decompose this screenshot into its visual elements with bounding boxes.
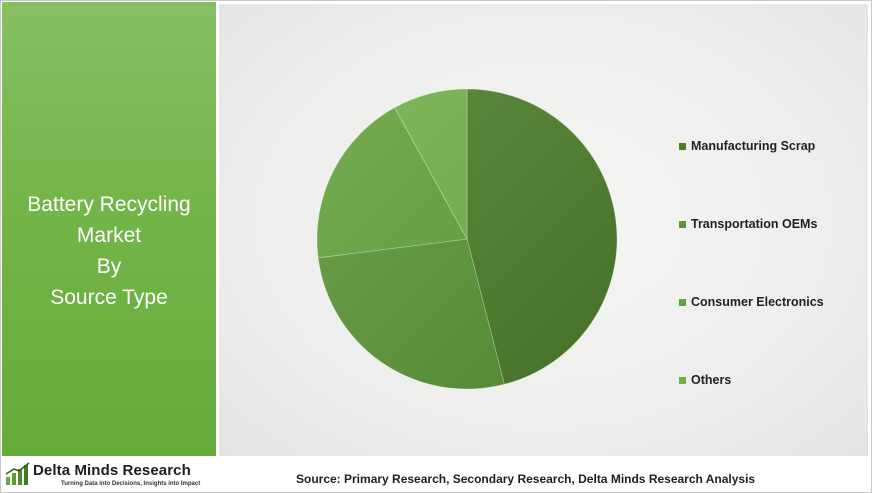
company-logo: Delta Minds Research Turning Data into D… [2, 458, 216, 491]
chart-title: Battery Recycling Market By Source Type [2, 189, 216, 313]
title-line-2: Market [76, 224, 142, 247]
title-panel: Battery Recycling Market By Source Type [2, 2, 216, 456]
legend-label-transportation-oems: Transportation OEMs [691, 217, 818, 231]
logo-tagline: Turning Data into Decisions, Insights in… [61, 481, 201, 487]
title-line-4: Source Type [50, 286, 168, 309]
legend-item-others: Others [679, 373, 731, 387]
legend-swatch-consumer-electronics [679, 298, 686, 306]
legend-swatch-transportation-oems [679, 220, 686, 228]
chart-area: Manufacturing Scrap Transportation OEMs … [219, 4, 868, 456]
legend-label-consumer-electronics: Consumer Electronics [691, 295, 824, 309]
legend-label-others: Others [691, 373, 732, 387]
title-line-3: By [96, 255, 122, 278]
legend-label-manufacturing-scrap: Manufacturing Scrap [691, 139, 816, 153]
pie-shading [317, 89, 617, 389]
legend-item-transportation-oems: Transportation OEMs [679, 217, 817, 231]
legend-item-manufacturing-scrap: Manufacturing Scrap [679, 139, 815, 153]
legend-item-consumer-electronics: Consumer Electronics [679, 295, 824, 309]
pie-slices [316, 88, 618, 390]
source-note: Source: Primary Research, Secondary Rese… [296, 472, 756, 486]
legend-swatch-others [679, 376, 686, 384]
legend-swatch-manufacturing-scrap [679, 142, 686, 150]
pie-chart [316, 88, 618, 390]
title-line-1: Battery Recycling [27, 193, 191, 216]
bar-chart-logo-icon [5, 462, 30, 485]
logo-name: Delta Minds Research [33, 462, 191, 479]
